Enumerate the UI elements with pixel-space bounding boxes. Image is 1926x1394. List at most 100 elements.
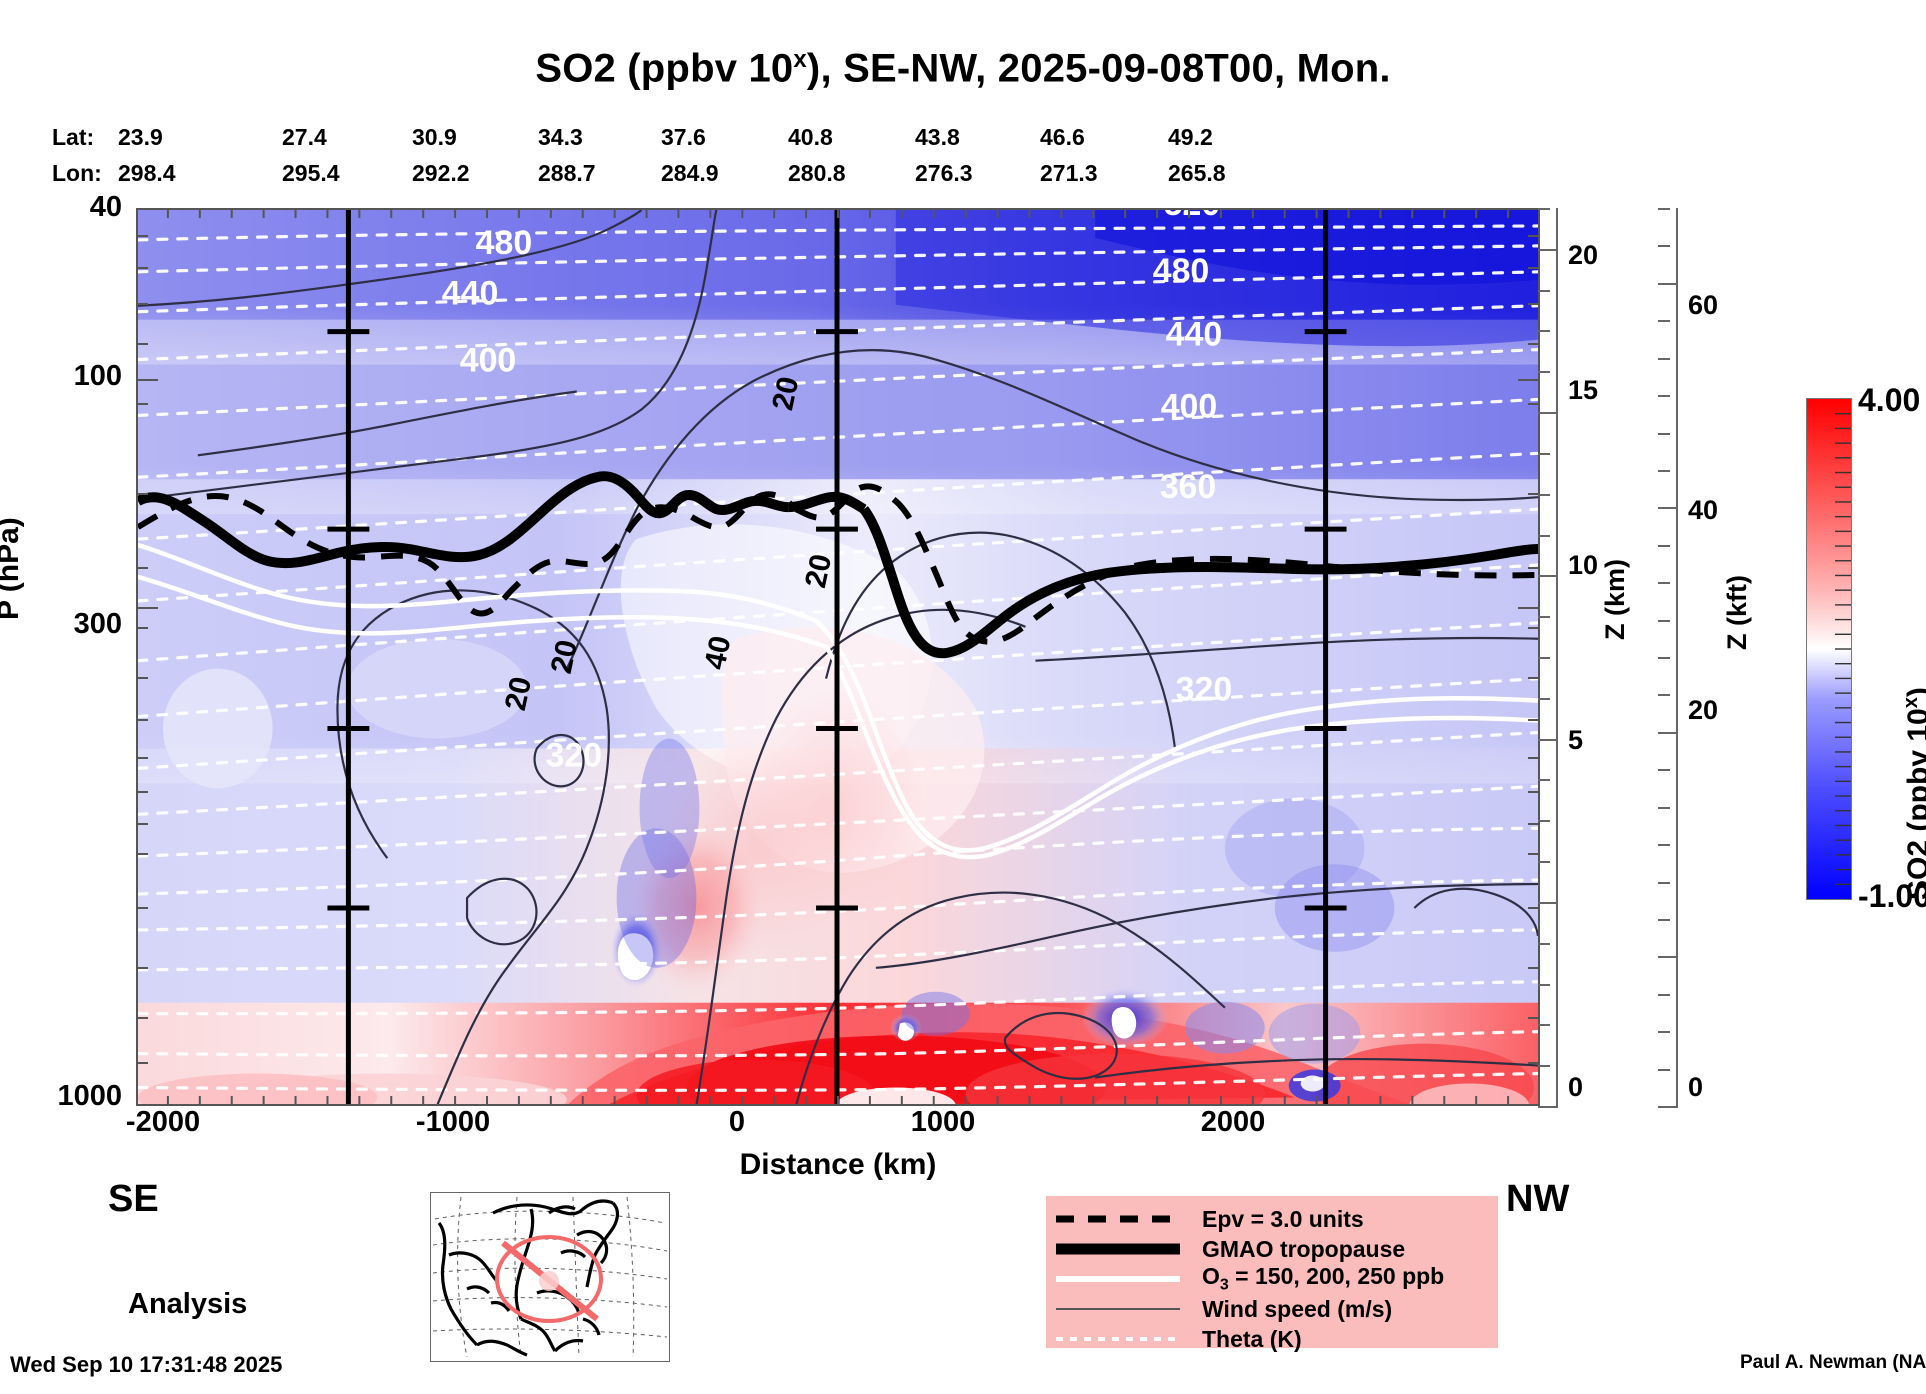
zkft-ticks-tick bbox=[1658, 1106, 1678, 1108]
zkft-ticks-tick bbox=[1658, 1031, 1670, 1034]
zkm-ticks-tick bbox=[1538, 493, 1550, 496]
zkm-label-10: 10 bbox=[1568, 550, 1599, 580]
latrow-label: Lat: bbox=[52, 124, 95, 150]
legend-box: Epv = 3.0 units GMAO tropopause O3 = 150, … bbox=[1046, 1196, 1498, 1352]
lonrow-value: 276.3 bbox=[915, 160, 973, 186]
zkm-ticks-tick bbox=[1538, 534, 1550, 537]
latrow-value: 23.9 bbox=[118, 124, 163, 150]
latrow-value: 30.9 bbox=[412, 124, 457, 150]
zkft-ticks-tick bbox=[1658, 1068, 1670, 1071]
zkm-ticks-tick bbox=[1538, 820, 1550, 823]
zkm-ticks-tick bbox=[1538, 697, 1550, 700]
x-tick-1000: 1000 bbox=[910, 1106, 976, 1138]
zkft-ticks-tick bbox=[1658, 694, 1670, 697]
zkm-ticks-tick bbox=[1538, 248, 1558, 251]
lonrow-value: 298.4 bbox=[118, 160, 176, 186]
latrow-value: 43.8 bbox=[915, 124, 960, 150]
contour-label: 360 bbox=[1160, 468, 1217, 506]
colorbar-title: SO2 (ppbv 10x) bbox=[1900, 687, 1926, 900]
zkft-axis-line bbox=[1676, 208, 1678, 1106]
latrow-value: 37.6 bbox=[661, 124, 706, 150]
zkft-ticks-tick bbox=[1658, 619, 1670, 622]
zkm-ticks-tick bbox=[1538, 942, 1550, 945]
latrow-value: 46.6 bbox=[1040, 124, 1085, 150]
latrow-value: 34.3 bbox=[538, 124, 583, 150]
zkft-ticks-tick bbox=[1658, 844, 1670, 847]
legend-item: GMAO tropopause bbox=[1046, 1234, 1498, 1264]
zkm-axis-line bbox=[1556, 208, 1558, 1106]
cross-section-plot[interactable]: 5204804404005204804404003603203202020202… bbox=[136, 208, 1540, 1106]
zkft-ticks-tick bbox=[1658, 881, 1670, 884]
zkm-ticks-tick bbox=[1538, 901, 1558, 904]
colorbar[interactable] bbox=[1806, 398, 1852, 900]
transect-circle bbox=[495, 1235, 603, 1323]
generation-timestamp: Wed Sep 10 17:31:48 2025 bbox=[10, 1352, 283, 1377]
y-tick-40: 40 bbox=[89, 191, 122, 223]
legend-label-prefix: Wind speed (m/s) bbox=[1202, 1295, 1393, 1322]
legend-item: Epv = 3.0 units bbox=[1046, 1204, 1498, 1234]
legend-item: Theta (K) bbox=[1046, 1324, 1498, 1354]
contour-value-labels: 5204804404005204804404003603203202020202… bbox=[442, 210, 1232, 774]
legend-label: GMAO tropopause bbox=[1186, 1236, 1405, 1263]
zkft-ticks-tick bbox=[1658, 282, 1678, 285]
zkm-label-0: 0 bbox=[1568, 1072, 1584, 1102]
transect-center bbox=[539, 1271, 559, 1291]
legend-label-subscript: 3 bbox=[1219, 1276, 1229, 1294]
colorbar-min-label: -1.00 bbox=[1858, 878, 1926, 914]
contour-label: 20 bbox=[766, 374, 805, 413]
x-tick--2000: -2000 bbox=[125, 1106, 201, 1138]
x-axis-title: Distance (km) bbox=[739, 1148, 937, 1181]
lonrow-value: 271.3 bbox=[1040, 160, 1098, 186]
zkm-ticks-tick bbox=[1538, 861, 1550, 864]
title-suffix: ), SE-NW, 2025-09-08T00, Mon. bbox=[806, 46, 1391, 91]
inset-location-map[interactable] bbox=[430, 1192, 670, 1362]
legend-label: Theta (K) bbox=[1186, 1326, 1302, 1353]
zkft-axis-title: Z (kft) bbox=[1722, 575, 1752, 650]
zkft-label-0: 0 bbox=[1688, 1072, 1704, 1102]
zkft-ticks-tick bbox=[1658, 918, 1670, 921]
legend-line-sample bbox=[1046, 1204, 1186, 1234]
gmao-tropopause bbox=[138, 471, 1538, 659]
zkft-ticks-tick bbox=[1658, 245, 1670, 248]
title-superscript: x bbox=[793, 46, 807, 73]
contour-label: 400 bbox=[1161, 387, 1218, 425]
legend-line-sample bbox=[1046, 1324, 1186, 1354]
zkm-ticks-tick bbox=[1538, 983, 1550, 986]
wind-speed-contours bbox=[138, 210, 1538, 1104]
zkm-axis-title: Z (km) bbox=[1600, 559, 1630, 640]
inset-map-graphic bbox=[431, 1193, 669, 1361]
zkft-ticks-tick bbox=[1658, 395, 1670, 398]
legend-label-prefix: Theta (K) bbox=[1202, 1325, 1302, 1352]
zkft-ticks-tick bbox=[1658, 320, 1670, 323]
lonrow-value: 288.7 bbox=[538, 160, 596, 186]
zkft-label-40: 40 bbox=[1688, 495, 1719, 525]
transect-marker-ticks bbox=[327, 329, 1347, 911]
contour-label: 520 bbox=[1164, 210, 1221, 223]
contour-label: 400 bbox=[460, 342, 517, 380]
legend-label: Wind speed (m/s) bbox=[1186, 1296, 1392, 1323]
lonrow-value: 280.8 bbox=[788, 160, 846, 186]
zkm-ticks-tick bbox=[1538, 738, 1558, 741]
zkft-ticks-tick bbox=[1658, 544, 1670, 547]
contour-label: 440 bbox=[442, 275, 499, 313]
so2-field: 5204804404005204804404003603203202020202… bbox=[138, 210, 1538, 1104]
colorbar-title-prefix: SO2 (ppbv 10 bbox=[1902, 708, 1926, 900]
zkm-ticks-tick bbox=[1538, 575, 1558, 578]
zkm-ticks-tick bbox=[1538, 208, 1550, 210]
lonrow-value: 295.4 bbox=[282, 160, 340, 186]
lonrow-value: 284.9 bbox=[661, 160, 719, 186]
zkft-ticks-tick bbox=[1658, 432, 1670, 435]
contour-label: 40 bbox=[698, 633, 737, 672]
x-tick--1000: -1000 bbox=[415, 1106, 491, 1138]
contour-label: 480 bbox=[1153, 252, 1210, 290]
zkft-ticks-tick bbox=[1658, 657, 1670, 659]
zkm-ticks-tick bbox=[1538, 412, 1558, 415]
contour-label: 20 bbox=[799, 551, 838, 590]
direction-label-se: SE bbox=[108, 1178, 159, 1220]
legend-label: Epv = 3.0 units bbox=[1186, 1206, 1364, 1233]
contour-label: 480 bbox=[476, 224, 533, 262]
colorbar-title-superscript: x bbox=[1900, 697, 1922, 709]
legend-label-prefix: GMAO tropopause bbox=[1202, 1235, 1406, 1262]
contour-label: 320 bbox=[1176, 671, 1233, 709]
zkft-ticks-tick bbox=[1658, 806, 1670, 809]
